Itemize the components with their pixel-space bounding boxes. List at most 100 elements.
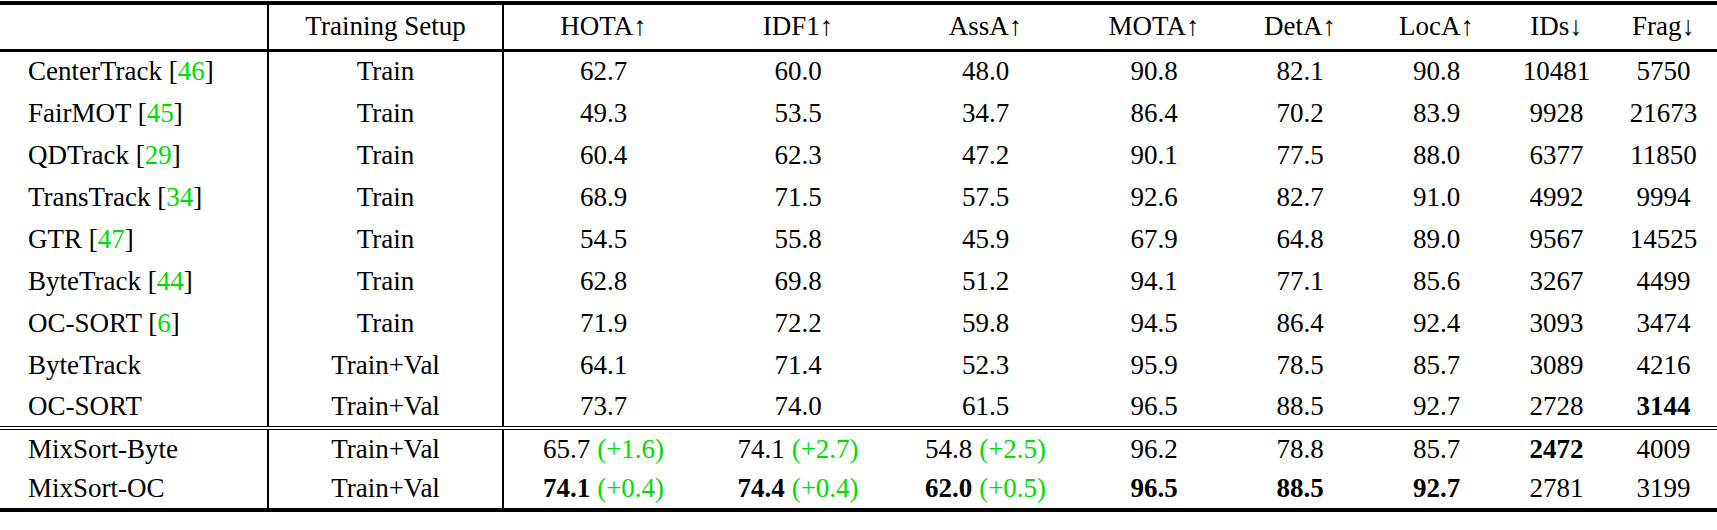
citation-open-bracket: [ xyxy=(151,182,167,212)
metric-cell-loca: 90.8 xyxy=(1370,50,1503,92)
metric-delta: (+1.6) xyxy=(590,434,664,464)
metric-cell-assa: 45.9 xyxy=(893,218,1078,260)
table-row: ByteTrack [44]Train62.869.851.294.177.18… xyxy=(0,260,1717,302)
citation-close-bracket: ] xyxy=(125,224,134,254)
metric-value: 6377 xyxy=(1530,140,1584,170)
metric-cell-deta: 78.8 xyxy=(1230,428,1370,469)
metric-value: 2728 xyxy=(1530,391,1584,421)
metric-cell-idf1: 74.4(+0.4) xyxy=(703,469,893,510)
table-row: FairMOT [45]Train49.353.534.786.470.283.… xyxy=(0,92,1717,134)
metric-cell-assa: 54.8(+2.5) xyxy=(893,428,1078,469)
training-setup-cell: Train xyxy=(268,260,503,302)
metric-value: 92.7 xyxy=(1413,391,1460,421)
metric-value: 14525 xyxy=(1630,224,1698,254)
metric-value: 68.9 xyxy=(580,182,627,212)
training-setup-value: Train+Val xyxy=(331,391,440,421)
method-cell: FairMOT [45] xyxy=(0,92,268,134)
metric-value: 73.7 xyxy=(580,391,627,421)
metric-cell-idf1: 60.0 xyxy=(703,50,893,92)
column-header-setup: Training Setup xyxy=(268,3,503,50)
metric-cell-loca: 88.0 xyxy=(1370,134,1503,176)
metric-cell-mota: 90.1 xyxy=(1078,134,1230,176)
metric-cell-loca: 92.7 xyxy=(1370,469,1503,510)
metric-cell-deta: 64.8 xyxy=(1230,218,1370,260)
column-header-ids: IDs↓ xyxy=(1503,3,1610,50)
method-name: ByteTrack xyxy=(28,266,141,296)
training-setup-cell: Train xyxy=(268,176,503,218)
metric-value: 3093 xyxy=(1530,308,1584,338)
metric-value: 21673 xyxy=(1630,98,1698,128)
metric-cell-hota: 60.4 xyxy=(503,134,703,176)
metric-value: 9994 xyxy=(1637,182,1691,212)
training-setup-value: Train xyxy=(357,224,415,254)
metric-cell-frag: 3474 xyxy=(1610,302,1717,344)
metric-value: 85.6 xyxy=(1413,266,1460,296)
training-setup-cell: Train+Val xyxy=(268,428,503,469)
table-row: CenterTrack [46]Train62.760.048.090.882.… xyxy=(0,50,1717,92)
method-name: GTR xyxy=(28,224,82,254)
metric-value: 70.2 xyxy=(1276,98,1323,128)
metric-value: 4216 xyxy=(1637,350,1691,380)
metric-value: 90.8 xyxy=(1130,56,1177,86)
metric-value: 55.8 xyxy=(774,224,821,254)
metric-value: 60.0 xyxy=(774,56,821,86)
metric-cell-deta: 70.2 xyxy=(1230,92,1370,134)
metric-cell-assa: 61.5 xyxy=(893,386,1078,428)
metric-cell-deta: 78.5 xyxy=(1230,344,1370,386)
metric-value: 49.3 xyxy=(580,98,627,128)
table-row: OC-SORT [6]Train71.972.259.894.586.492.4… xyxy=(0,302,1717,344)
column-label: HOTA xyxy=(560,11,633,41)
metric-value: 82.7 xyxy=(1276,182,1323,212)
metric-cell-assa: 48.0 xyxy=(893,50,1078,92)
metric-value: 71.9 xyxy=(580,308,627,338)
method-cell: QDTrack [29] xyxy=(0,134,268,176)
higher-better-arrow-icon: ↑ xyxy=(633,11,647,41)
metric-value: 4009 xyxy=(1637,434,1691,464)
training-setup-value: Train xyxy=(357,98,415,128)
method-cell: MixSort-OC xyxy=(0,469,268,510)
method-cell: TransTrack [34] xyxy=(0,176,268,218)
metric-cell-frag: 11850 xyxy=(1610,134,1717,176)
citation-number: 46 xyxy=(178,56,205,86)
citation-number: 6 xyxy=(157,308,171,338)
citation-open-bracket: [ xyxy=(162,56,178,86)
metric-cell-mota: 67.9 xyxy=(1078,218,1230,260)
metric-value: 4992 xyxy=(1530,182,1584,212)
metric-value: 54.8 xyxy=(925,434,972,464)
method-cell: ByteTrack xyxy=(0,344,268,386)
metric-value: 62.7 xyxy=(580,56,627,86)
method-cell: ByteTrack [44] xyxy=(0,260,268,302)
higher-better-arrow-icon: ↑ xyxy=(1322,11,1336,41)
metric-cell-deta: 82.1 xyxy=(1230,50,1370,92)
metric-value: 78.5 xyxy=(1276,350,1323,380)
metric-value: 48.0 xyxy=(962,56,1009,86)
metric-value: 74.1 xyxy=(543,473,590,503)
metric-value: 86.4 xyxy=(1276,308,1323,338)
metric-cell-assa: 52.3 xyxy=(893,344,1078,386)
metric-cell-ids: 9567 xyxy=(1503,218,1610,260)
metric-cell-frag: 4499 xyxy=(1610,260,1717,302)
metric-cell-mota: 94.1 xyxy=(1078,260,1230,302)
column-label: AssA xyxy=(949,11,1009,41)
higher-better-arrow-icon: ↑ xyxy=(1460,11,1474,41)
metric-delta: (+2.5) xyxy=(972,434,1046,464)
method-name: MixSort-OC xyxy=(28,473,165,503)
method-name: CenterTrack xyxy=(28,56,162,86)
metric-cell-loca: 85.7 xyxy=(1370,428,1503,469)
citation-close-bracket: ] xyxy=(171,308,180,338)
metric-value: 47.2 xyxy=(962,140,1009,170)
metric-value: 71.4 xyxy=(774,350,821,380)
table-row: MixSort-ByteTrain+Val65.7(+1.6)74.1(+2.7… xyxy=(0,428,1717,469)
training-setup-value: Train xyxy=(357,308,415,338)
results-table: Training SetupHOTA↑IDF1↑AssA↑MOTA↑DetA↑L… xyxy=(0,1,1717,512)
method-cell: MixSort-Byte xyxy=(0,428,268,469)
higher-better-arrow-icon: ↑ xyxy=(820,11,834,41)
citation-open-bracket: [ xyxy=(82,224,98,254)
metric-value: 3199 xyxy=(1637,473,1691,503)
metric-delta: (+0.4) xyxy=(785,473,859,503)
metric-value: 85.7 xyxy=(1413,350,1460,380)
metric-delta: (+0.4) xyxy=(590,473,664,503)
metric-value: 90.8 xyxy=(1413,56,1460,86)
training-setup-cell: Train+Val xyxy=(268,386,503,428)
metric-value: 10481 xyxy=(1523,56,1591,86)
